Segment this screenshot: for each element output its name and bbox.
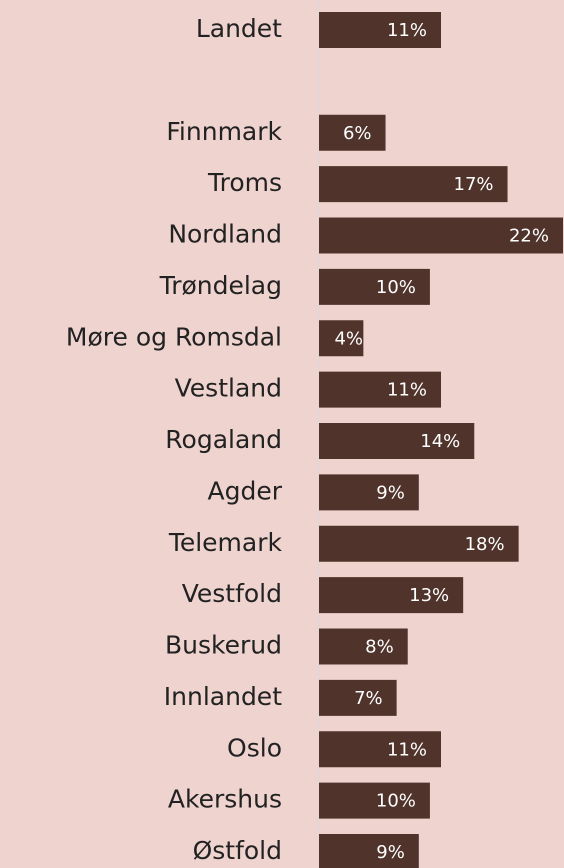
bar (319, 525, 519, 562)
value-label: 10% (376, 277, 416, 298)
bar (319, 474, 419, 511)
category-label: Østfold (193, 836, 282, 865)
category-label: Buskerud (165, 631, 282, 660)
category-label: Landet (196, 14, 282, 43)
category-label: Møre og Romsdal (66, 322, 282, 351)
value-label: 10% (376, 791, 416, 812)
category-label: Oslo (227, 733, 282, 762)
value-label: 14% (420, 431, 460, 452)
category-label: Agder (208, 476, 283, 505)
category-label: Nordland (168, 220, 282, 249)
bar (319, 577, 464, 614)
category-label: Troms (207, 168, 282, 197)
value-label: 13% (409, 585, 449, 606)
category-label: Vestfold (182, 579, 282, 608)
bar (319, 371, 441, 408)
bar (319, 679, 397, 716)
category-label: Innlandet (164, 682, 282, 711)
value-label: 11% (387, 20, 427, 41)
bar (319, 423, 475, 459)
bar (319, 268, 430, 305)
value-label: 9% (376, 482, 405, 503)
category-label: Trøndelag (159, 271, 282, 300)
bar (319, 834, 419, 868)
value-label: 22% (509, 226, 549, 247)
bar (319, 114, 386, 151)
value-label: 7% (354, 688, 383, 709)
category-label: Vestland (175, 374, 282, 403)
value-label: 11% (387, 380, 427, 401)
category-label: Finnmark (166, 117, 282, 146)
value-label: 17% (454, 174, 494, 195)
bar (319, 782, 430, 819)
value-label: 4% (334, 328, 363, 349)
category-label: Akershus (168, 785, 282, 814)
bar (319, 628, 408, 665)
bar (319, 217, 563, 254)
bar (319, 320, 364, 357)
bar (319, 166, 508, 203)
value-label: 9% (376, 842, 405, 863)
value-label: 6% (343, 123, 372, 144)
bar (319, 731, 441, 768)
value-label: 8% (365, 637, 394, 658)
category-label: Telemark (168, 528, 283, 557)
value-label: 11% (387, 739, 427, 760)
bar (319, 12, 441, 48)
category-label: Rogaland (165, 425, 282, 454)
value-label: 18% (465, 534, 505, 555)
